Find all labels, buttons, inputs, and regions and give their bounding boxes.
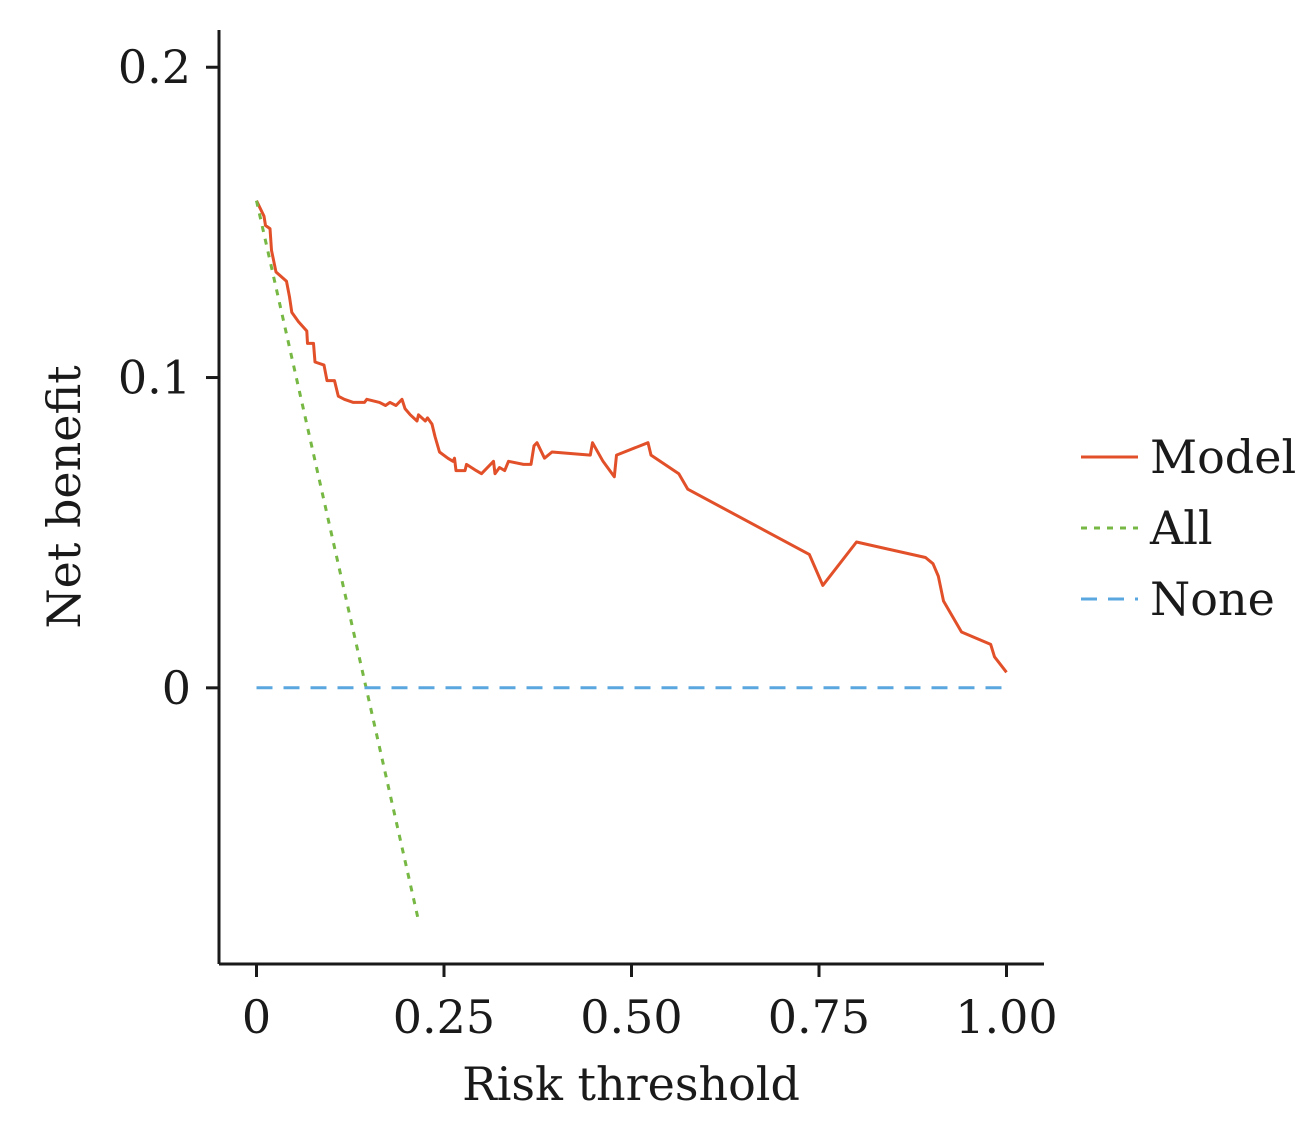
y-tick-label: 0.1	[118, 351, 191, 405]
series-line-all	[255, 200, 420, 921]
legend: Model All None	[1081, 430, 1296, 626]
y-axis-label: Net benefit	[37, 365, 91, 629]
legend-label-none: None	[1150, 572, 1275, 626]
x-tick-label: 0	[242, 990, 271, 1044]
y-ticks: 0 0.1 0.2	[118, 40, 219, 715]
plot-lines	[255, 200, 1008, 921]
y-tick-label: 0.2	[118, 40, 191, 94]
y-tick-label: 0	[162, 661, 191, 715]
legend-label-model: Model	[1150, 430, 1296, 484]
x-ticks: 0 0.25 0.50 0.75 1.00	[242, 964, 1058, 1044]
x-tick-label: 0.50	[580, 990, 682, 1044]
x-tick-label: 1.00	[955, 990, 1057, 1044]
x-tick-label: 0.75	[768, 990, 870, 1044]
legend-label-all: All	[1149, 501, 1213, 555]
x-tick-label: 0.25	[393, 990, 495, 1044]
series-line-model	[255, 200, 1008, 674]
x-axis-label: Risk threshold	[462, 1057, 800, 1111]
